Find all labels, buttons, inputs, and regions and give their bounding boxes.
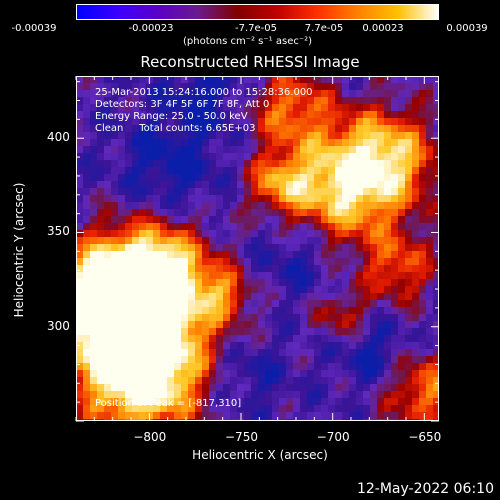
annotation-energy-range: Energy Range: 25.0 - 50.0 keV: [95, 111, 248, 122]
y-tick-label: 400: [47, 130, 70, 145]
annotation-detectors: Detectors: 3F 4F 5F 6F 7F 8F, Att 0: [95, 99, 270, 110]
y-axis-label: Heliocentric Y (arcsec): [12, 182, 26, 318]
x-tick-label: −650: [408, 430, 442, 444]
colorbar-units-label: (photons cm⁻² s⁻¹ asec⁻²): [183, 36, 313, 47]
heatmap-image: [76, 76, 439, 421]
annotation-peak-position: Position of Peak = [-817,310]: [95, 398, 242, 409]
colorbar-tick-label: -0.00023: [128, 23, 174, 34]
colorbar: [76, 4, 439, 20]
colorbar-tick-label: 7.7e-05: [304, 23, 344, 34]
y-tick-label: 350: [47, 224, 70, 239]
annotation-time-range: 25-Mar-2013 15:24:16.000 to 15:28:36.000: [95, 87, 313, 98]
colorbar-tick-label: -7.7e-05: [235, 23, 277, 34]
y-tick-label: 300: [47, 318, 70, 333]
footer-timestamp: 12-May-2022 06:10: [356, 481, 494, 497]
x-tick-label: −800: [133, 430, 167, 444]
colorbar-tick-label: -0.00039: [11, 23, 57, 34]
annotation-clean-counts: Clean Total counts: 6.65E+03: [95, 123, 256, 134]
colorbar-tick-label: 0.00039: [446, 23, 488, 34]
colorbar-tick-label: 0.00023: [362, 23, 404, 34]
chart-title: Reconstructed RHESSI Image: [140, 53, 360, 71]
x-tick-label: −750: [225, 430, 258, 444]
x-tick-label: −700: [316, 430, 350, 444]
x-axis-label: Heliocentric X (arcsec): [192, 448, 328, 462]
heatmap-plot-area: [76, 76, 439, 421]
